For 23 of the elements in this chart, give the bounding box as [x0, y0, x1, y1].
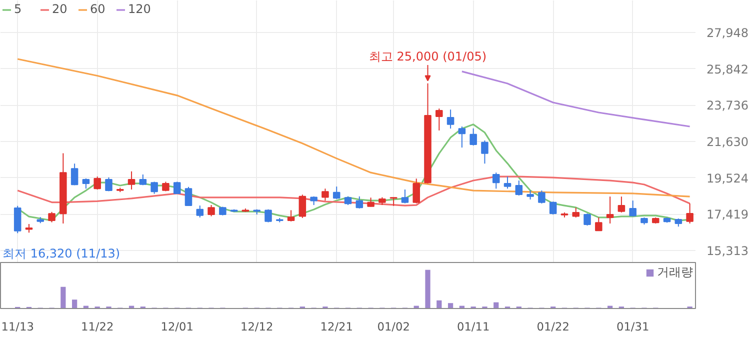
x-tick-label: 12/21: [320, 320, 353, 334]
x-tick-label: 11/13: [1, 320, 34, 334]
x-tick-label: 01/22: [536, 320, 570, 334]
legend-label: 20: [52, 2, 68, 16]
y-tick-label: 23,736: [706, 98, 748, 113]
x-tick-label: 12/01: [160, 320, 194, 334]
y-tick-label: 21,630: [706, 135, 748, 150]
legend-label: 5: [14, 2, 23, 16]
x-tick-label: 11/22: [81, 320, 114, 334]
legend-label: 120: [128, 2, 151, 16]
x-tick-label: 12/12: [240, 320, 274, 334]
y-tick-label: 15,313: [706, 244, 748, 258]
legend-label: 거래량: [657, 264, 693, 281]
annotation: 최고 25,000 (01/05): [368, 49, 487, 64]
x-tick-label: 01/31: [616, 320, 650, 334]
x-tick-label: 01/02: [377, 320, 410, 334]
annotation: 최저 16,320 (11/13): [2, 246, 120, 260]
legend-label: 60: [90, 2, 106, 16]
y-tick-label: 17,419: [706, 208, 748, 222]
x-tick-label: 01/11: [457, 320, 490, 334]
y-tick-label: 25,842: [706, 62, 748, 76]
y-tick-label: 19,524: [706, 171, 748, 186]
y-tick-label: 27,948: [706, 26, 748, 40]
